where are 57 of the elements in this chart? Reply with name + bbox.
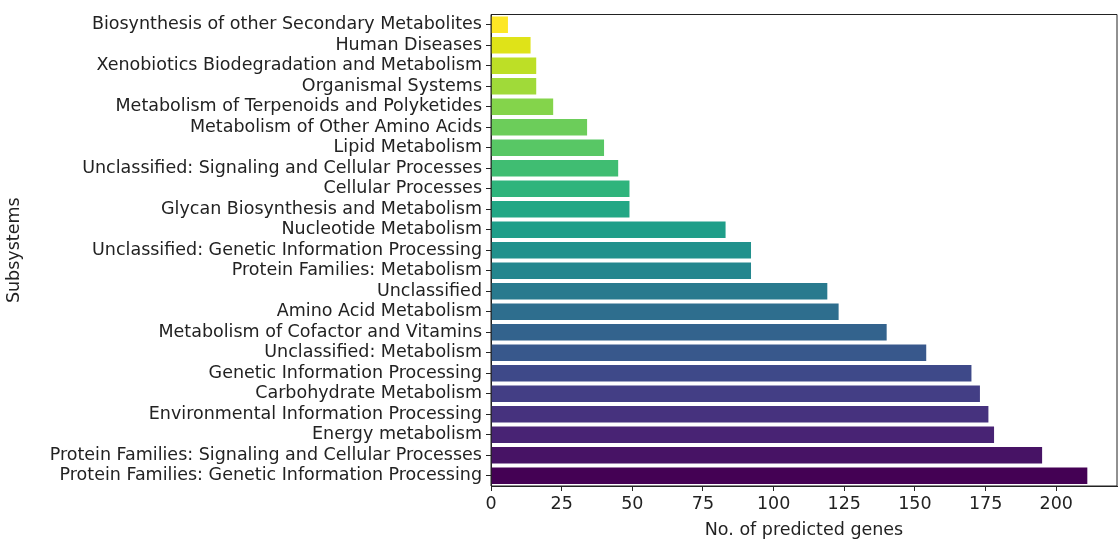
bar bbox=[491, 324, 887, 341]
bar bbox=[491, 180, 630, 197]
bar bbox=[491, 57, 537, 74]
x-axis-title: No. of predicted genes bbox=[704, 519, 904, 540]
bar bbox=[491, 406, 989, 423]
y-tick-label: Xenobiotics Biodegradation and Metabolism bbox=[96, 54, 482, 75]
y-tick-label: Unclassified: Signaling and Cellular Processes bbox=[82, 156, 482, 177]
bar bbox=[491, 37, 531, 54]
x-tick-label: 200 bbox=[1039, 493, 1073, 514]
y-axis-title: Subsystems bbox=[3, 197, 24, 304]
bar bbox=[491, 467, 1088, 484]
x-tick-label: 100 bbox=[756, 493, 791, 514]
y-tick-label: Protein Families: Genetic Information Processing bbox=[59, 464, 482, 485]
y-tick-label: Protein Families: Metabolism bbox=[231, 259, 482, 280]
y-tick-label: Unclassified: Metabolism bbox=[264, 341, 482, 362]
bar bbox=[491, 262, 752, 279]
x-tick-label: 125 bbox=[827, 493, 861, 514]
y-tick-label: Organismal Systems bbox=[301, 74, 482, 95]
y-tick-label: Carbohydrate Metabolism bbox=[255, 382, 482, 403]
bar bbox=[491, 119, 588, 136]
bar bbox=[491, 160, 619, 177]
bar bbox=[491, 283, 828, 300]
bar bbox=[491, 16, 508, 33]
y-tick-label: Amino Acid Metabolism bbox=[276, 300, 482, 321]
y-tick-label: Protein Families: Signaling and Cellular Processes bbox=[49, 443, 482, 464]
bar bbox=[491, 365, 972, 382]
y-tick-label: Genetic Information Processing bbox=[208, 361, 482, 382]
x-tick-label: 25 bbox=[550, 493, 573, 514]
y-tick-label: Cellular Processes bbox=[323, 177, 482, 198]
bar bbox=[491, 98, 554, 115]
bar bbox=[491, 303, 839, 320]
bar bbox=[491, 201, 630, 218]
x-tick-label: 50 bbox=[621, 493, 644, 514]
bar bbox=[491, 426, 995, 443]
bar bbox=[491, 447, 1043, 464]
bar bbox=[491, 78, 537, 95]
x-tick-label: 150 bbox=[898, 493, 932, 514]
bar bbox=[491, 242, 752, 259]
x-tick-label: 75 bbox=[691, 493, 715, 514]
x-tick-label: 0 bbox=[485, 493, 497, 514]
y-tick-label: Unclassified bbox=[376, 279, 482, 300]
y-tick-label: Metabolism of Other Amino Acids bbox=[189, 115, 482, 136]
bar bbox=[491, 221, 726, 238]
y-tick-label: Lipid Metabolism bbox=[333, 136, 482, 157]
x-tick-label: 175 bbox=[968, 493, 1003, 514]
y-tick-label: Glycan Biosynthesis and Metabolism bbox=[161, 197, 482, 218]
y-tick-label: Environmental Information Processing bbox=[148, 402, 482, 423]
y-tick-label: Energy metabolism bbox=[312, 423, 482, 444]
bar bbox=[491, 344, 927, 361]
y-tick-label: Nucleotide Metabolism bbox=[281, 218, 482, 239]
y-tick-label: Metabolism of Terpenoids and Polyketides bbox=[115, 95, 482, 116]
y-tick-label: Human Diseases bbox=[335, 33, 482, 54]
bar bbox=[491, 385, 980, 402]
y-tick-label: Biosynthesis of other Secondary Metabolites bbox=[91, 13, 482, 34]
y-tick-label: Unclassified: Genetic Information Processing bbox=[92, 238, 482, 259]
bar bbox=[491, 139, 605, 156]
y-tick-label: Metabolism of Cofactor and Vitamins bbox=[158, 320, 482, 341]
